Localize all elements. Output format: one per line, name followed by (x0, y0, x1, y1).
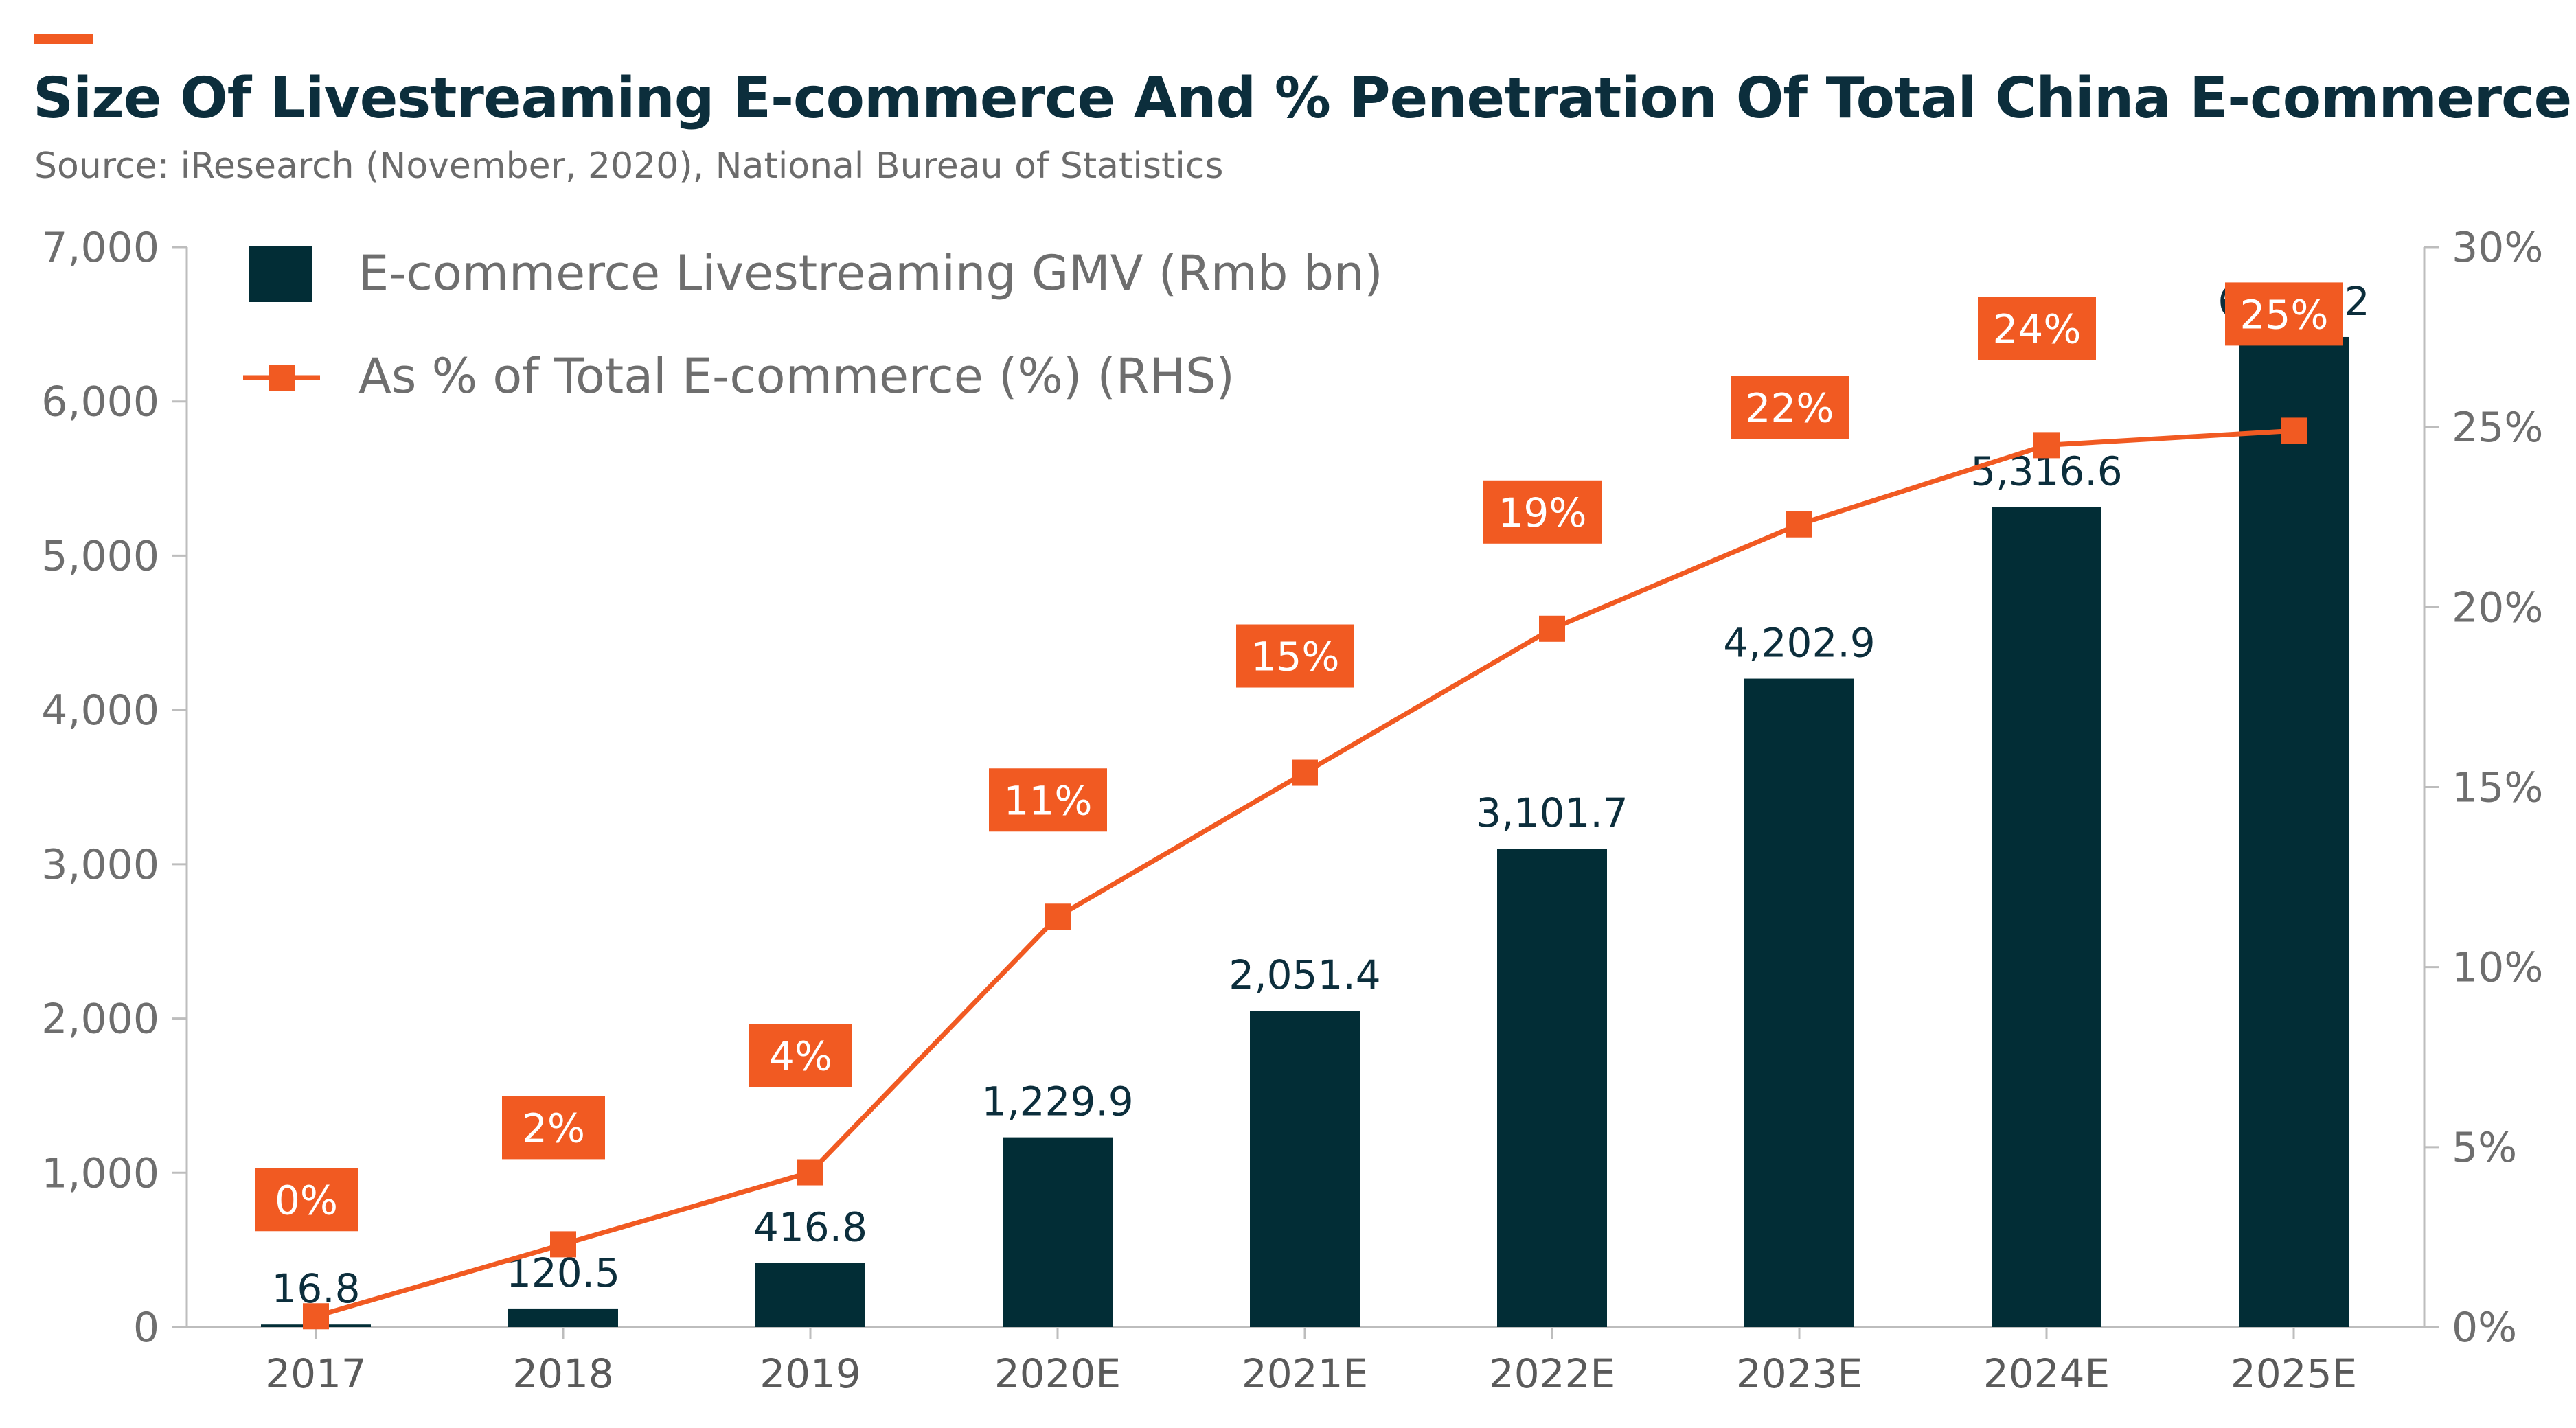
gmv-bar (1250, 1011, 1360, 1327)
x-tick-label: 2018 (512, 1350, 614, 1397)
gmv-bar (2239, 336, 2349, 1327)
gmv-bar-label: 2,051.4 (1229, 952, 1380, 998)
right-tick-label: 15% (2452, 764, 2543, 812)
penetration-label-box (2225, 282, 2343, 346)
gmv-bar (755, 1263, 865, 1327)
penetration-label-box (1731, 376, 1849, 439)
penetration-marker (2033, 432, 2060, 459)
chart-title: Size Of Livestreaming E-commerce And % P… (33, 66, 2572, 131)
penetration-marker (1539, 615, 1565, 642)
bar-series (261, 336, 2349, 1327)
left-tick-label: 5,000 (41, 532, 159, 580)
right-tick-label: 25% (2452, 404, 2543, 452)
penetration-marker (1786, 511, 1812, 538)
line-data-labels: 0% 2% 4% 11% 15% 19% 22% 24% 25% (255, 282, 2343, 1232)
penetration-label-box (749, 1024, 852, 1087)
legend-bar-label: E-commerce Livestreaming GMV (Rmb bn) (358, 245, 1383, 301)
x-tick-label: 2017 (265, 1350, 367, 1397)
right-tick-label: 0% (2452, 1304, 2517, 1352)
gmv-bar (1992, 507, 2101, 1327)
gmv-bar (1003, 1137, 1113, 1327)
right-tick-label: 5% (2452, 1124, 2517, 1172)
gmv-bar-label: 4,202.9 (1723, 620, 1875, 667)
right-tick-label: 20% (2452, 584, 2543, 632)
penetration-marker (2281, 417, 2307, 444)
x-tick-label: 2020E (994, 1350, 1121, 1397)
x-tick-label: 2024E (1983, 1350, 2110, 1397)
right-tick-label: 10% (2452, 944, 2543, 992)
penetration-label: 24% (1993, 306, 2082, 352)
bar-data-labels: 16.8 120.5416.81,229.92,051.43,101.74,202… (271, 278, 2369, 1312)
right-tick-label: 30% (2452, 224, 2543, 272)
left-tick-label: 4,000 (41, 687, 159, 735)
left-tick-label: 1,000 (41, 1149, 159, 1197)
penetration-label: 4% (769, 1033, 832, 1080)
penetration-label-box (255, 1168, 358, 1232)
x-tick-label: 2021E (1242, 1350, 1368, 1397)
penetration-label: 19% (1498, 490, 1587, 536)
gmv-bar-label: 416.8 (753, 1204, 867, 1250)
left-tick-label: 7,000 (41, 224, 159, 272)
left-tick-label: 0 (133, 1304, 159, 1352)
chart-legend: E-commerce Livestreaming GMV (Rmb bn) As … (243, 245, 1383, 404)
penetration-marker (550, 1231, 576, 1258)
penetration-label: 0% (275, 1177, 338, 1223)
gmv-bar (1497, 849, 1607, 1327)
gmv-bar (508, 1308, 618, 1327)
penetration-label: 22% (1746, 385, 1834, 432)
penetration-marker (303, 1303, 329, 1330)
left-tick-label: 3,000 (41, 841, 159, 889)
gmv-bar-label: 1,229.9 (981, 1079, 1133, 1125)
x-tick-label: 2019 (760, 1350, 861, 1397)
penetration-label: 25% (2240, 291, 2329, 338)
legend-bar-swatch (249, 246, 312, 302)
legend-line-label: As % of Total E-commerce (%) (RHS) (358, 348, 1235, 404)
penetration-label: 2% (522, 1105, 585, 1151)
gmv-bar (1744, 678, 1854, 1327)
penetration-label-box (989, 768, 1107, 832)
penetration-label: 11% (1004, 777, 1093, 824)
chart-source: Source: iResearch (November, 2020), Nati… (34, 146, 1224, 187)
left-tick-label: 2,000 (41, 995, 159, 1044)
line-series (303, 417, 2307, 1330)
x-tick-label: 2025E (2231, 1350, 2357, 1397)
left-tick-label: 6,000 (41, 378, 159, 426)
penetration-marker (1292, 759, 1318, 786)
legend-line-marker (269, 365, 295, 391)
gmv-bar-label: 3,101.7 (1476, 790, 1628, 836)
penetration-label-box (1483, 480, 1602, 544)
penetration-label: 15% (1251, 634, 1340, 680)
penetration-label-box (1236, 624, 1354, 688)
x-tick-label: 2022E (1489, 1350, 1615, 1397)
x-tick-label: 2023E (1736, 1350, 1862, 1397)
penetration-label-box (502, 1096, 605, 1160)
penetration-marker (1045, 903, 1071, 930)
penetration-marker (797, 1159, 823, 1186)
title-accent-bar (34, 34, 93, 44)
penetration-label-box (1978, 297, 2096, 360)
